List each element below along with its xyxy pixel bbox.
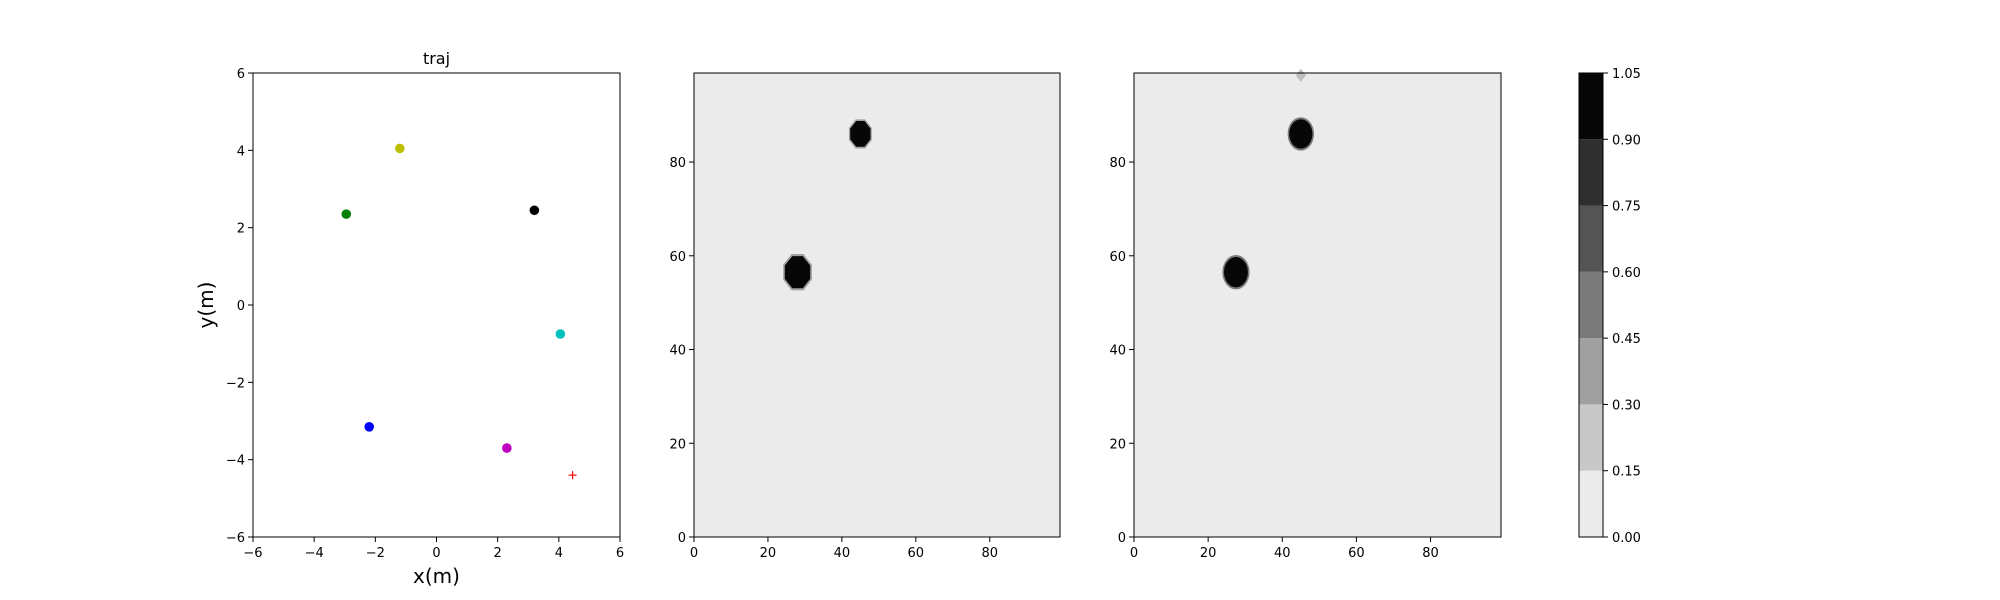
- heatmap-1-blob-2: [784, 256, 811, 289]
- heatmap-2-blob-3: [1295, 68, 1307, 82]
- colorbar-band: [1579, 139, 1603, 206]
- colorbar-tick-label: 0.45: [1612, 332, 1641, 347]
- heatmap-2-x-tick-label: 40: [1274, 546, 1291, 561]
- traj-x-tick-label: 4: [555, 546, 563, 561]
- heatmap-1-x-tick-label: 40: [834, 546, 851, 561]
- colorbar-tick-label: 0.90: [1612, 133, 1641, 148]
- heatmap-1-y-tick-label: 40: [669, 344, 686, 359]
- heatmap-1-x-tick-label: 80: [981, 546, 998, 561]
- heatmap-1-y-tick-label: 60: [669, 250, 686, 265]
- heatmap-1-y-tick-label: 20: [669, 437, 686, 452]
- heatmap-2-blob-2: [1223, 257, 1248, 288]
- heatmap-1-background: [694, 73, 1060, 537]
- colorbar-tick-label: 1.05: [1612, 67, 1641, 82]
- colorbar-band: [1579, 470, 1603, 537]
- heatmap-1-y-tick-label: 80: [669, 156, 686, 171]
- colorbar-tick-label: 0.00: [1612, 531, 1641, 546]
- traj-marks: [341, 143, 577, 480]
- traj-point-plus: [568, 471, 577, 480]
- colorbar-band: [1579, 271, 1603, 339]
- colorbar-bands: [1579, 73, 1603, 537]
- traj-x-tick-label: 6: [616, 546, 624, 561]
- traj-y-tick-label: 6: [237, 67, 245, 82]
- traj-y-tick-label: 2: [237, 222, 245, 237]
- heatmap-panel-1: 0 20 40 60 80 0 20 40 60 80: [669, 72, 1061, 561]
- traj-point-5: [364, 422, 375, 432]
- heatmap-2-background: [1134, 73, 1501, 537]
- colorbar: 0.00 0.15 0.30 0.45 0.60 0.75 0.90 1.05: [1578, 67, 1641, 546]
- traj-title: traj: [423, 49, 450, 68]
- traj-y-tick-label: −2: [226, 376, 245, 391]
- heatmap-1-y-axis-ticks: 0 20 40 60 80: [669, 156, 694, 546]
- traj-y-tick-label: 0: [237, 299, 245, 314]
- heatmap-2-x-tick-label: 20: [1200, 546, 1217, 561]
- heatmap-1-x-tick-label: 60: [908, 546, 925, 561]
- colorbar-frame: [1578, 72, 1604, 538]
- traj-x-tick-label: 2: [494, 546, 502, 561]
- traj-x-tick-label: 0: [432, 546, 440, 561]
- traj-x-axis-ticks: −6 −4 −2 0 2 4 6: [243, 537, 624, 561]
- heatmap-1-blobs: [783, 119, 872, 291]
- colorbar-band: [1579, 205, 1603, 272]
- heatmap-1-x-axis-ticks: 0 20 40 60 80: [690, 537, 998, 561]
- heatmap-2-x-tick-label: 80: [1422, 546, 1439, 561]
- heatmap-2-frame: [1133, 72, 1502, 538]
- heatmap-1-frame: [693, 72, 1061, 538]
- traj-x-axis-label: x(m): [413, 564, 460, 588]
- traj-x-tick-label: −6: [243, 546, 262, 561]
- colorbar-tick-label: 0.15: [1612, 465, 1641, 480]
- traj-y-tick-label: −6: [226, 531, 245, 546]
- traj-y-tick-label: 4: [237, 144, 245, 159]
- heatmap-panel-2: 0 20 40 60 80 0 20 40 60 80: [1109, 68, 1502, 561]
- colorbar-tick-label: 0.60: [1612, 266, 1641, 281]
- heatmap-2-x-tick-label: 0: [1130, 546, 1138, 561]
- heatmap-1-blob-1: [850, 121, 871, 147]
- colorbar-band: [1579, 338, 1603, 405]
- heatmap-2-y-tick-label: 40: [1109, 344, 1126, 359]
- heatmap-2-x-tick-label: 60: [1348, 546, 1365, 561]
- heatmap-2-y-tick-label: 60: [1109, 250, 1126, 265]
- traj-x-tick-label: −4: [305, 546, 324, 561]
- colorbar-tick-label: 0.75: [1612, 200, 1641, 215]
- heatmap-2-x-axis-ticks: 0 20 40 60 80: [1130, 537, 1439, 561]
- heatmap-1-x-tick-label: 20: [760, 546, 777, 561]
- heatmap-2-y-tick-label: 80: [1109, 156, 1126, 171]
- heatmap-2-blobs: [1222, 68, 1315, 290]
- traj-scatter-panel: traj −6 −4 −2 0 2 4 6 −6 −4 −2 0 2 4 6 x(m) y(m): [194, 49, 624, 588]
- heatmap-1-x-tick-label: 0: [690, 546, 698, 561]
- heatmap-2-blob-1: [1289, 119, 1313, 149]
- traj-point-2: [341, 209, 352, 219]
- traj-point-3: [529, 205, 540, 216]
- colorbar-band: [1579, 404, 1603, 471]
- colorbar-ticks: 0.00 0.15 0.30 0.45 0.60 0.75 0.90 1.05: [1603, 67, 1641, 546]
- colorbar-band: [1579, 73, 1603, 140]
- traj-y-tick-label: −4: [226, 454, 245, 469]
- heatmap-1-y-tick-label: 0: [678, 531, 686, 546]
- colorbar-tick-label: 0.30: [1612, 398, 1641, 413]
- heatmap-2-y-axis-ticks: 0 20 40 60 80: [1109, 156, 1134, 546]
- heatmap-2-y-tick-label: 0: [1118, 531, 1126, 546]
- traj-x-tick-label: −2: [366, 546, 385, 561]
- traj-point-4: [555, 329, 566, 339]
- traj-y-axis-label: y(m): [194, 282, 218, 329]
- traj-plot-frame: [252, 72, 621, 538]
- traj-point-1: [395, 143, 405, 154]
- traj-point-6: [502, 443, 512, 453]
- traj-y-axis-ticks: −6 −4 −2 0 2 4 6: [226, 67, 253, 546]
- heatmap-2-y-tick-label: 20: [1109, 437, 1126, 452]
